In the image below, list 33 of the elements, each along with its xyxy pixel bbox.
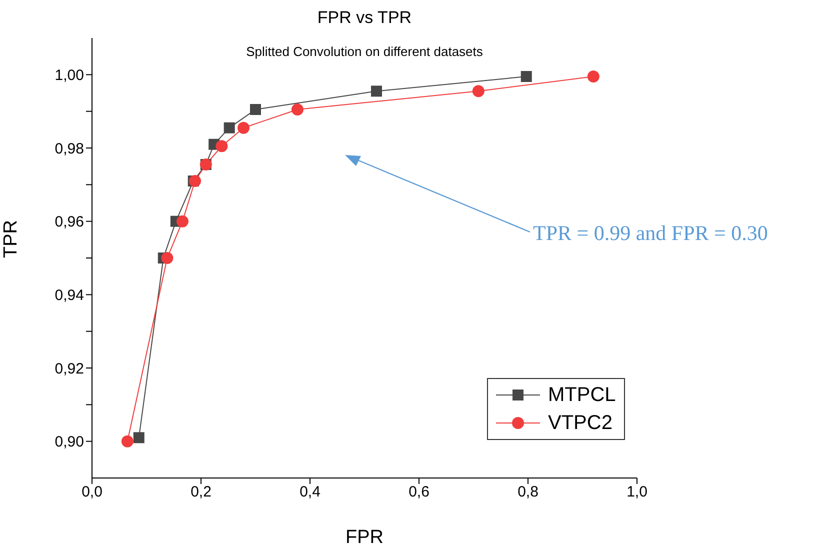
text: Splitted Convolution on different datasets [245,44,484,59]
point [161,252,174,264]
y-axis-title: TPR [0,220,22,258]
point [520,71,532,82]
point [133,432,144,444]
point [250,104,261,115]
annotation: TPR = 0.99 and FPR = 0.30 [533,221,768,246]
point [216,140,228,152]
x-tick-label: 0,4 [300,484,320,501]
x-axis-title: FPR [346,527,384,545]
point [189,175,202,187]
x-tick-label: 0,6 [408,484,430,501]
x-tick-label: 0,2 [190,484,212,501]
x-tick-label: 0,8 [518,484,538,501]
point [291,104,304,116]
point [587,70,600,82]
x-tick-label: 0,0 [82,484,102,501]
y-tick-label: 0,96 [54,214,84,231]
x-tick-label: 1,0 [626,484,648,501]
legend-label: MTPCL [548,384,616,406]
point [472,85,484,98]
point [370,86,382,97]
y-tick-label: 1,00 [54,66,84,84]
y-tick-label: 0,94 [54,286,84,304]
y-tick-label: 0,90 [54,434,84,451]
point [238,122,250,134]
legend-label: VTPC2 [548,412,612,434]
point [224,122,235,134]
point [121,435,134,448]
y-tick-label: 0,92 [54,360,84,378]
chart-title: FPR vs TPR [316,8,413,28]
point [176,215,188,228]
y-tick-label: 0,98 [54,140,84,158]
